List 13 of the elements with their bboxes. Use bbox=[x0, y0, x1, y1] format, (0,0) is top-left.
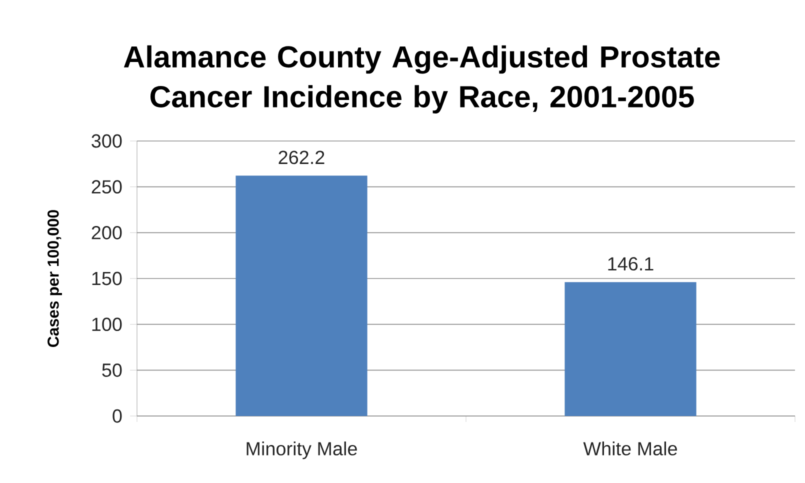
y-tick-label: 50 bbox=[102, 363, 122, 377]
y-tick-label: 100 bbox=[92, 318, 122, 332]
y-tick-label: 0 bbox=[112, 409, 122, 423]
y-tick-label: 200 bbox=[92, 226, 122, 240]
chart-title: Alamance County Age-Adjusted Prostate Cancer Incidence by Race, 2001-2005 bbox=[124, 45, 720, 114]
x-tick-label: White Male bbox=[583, 442, 677, 456]
data-label: 262.2 bbox=[278, 150, 324, 164]
y-tick-label: 300 bbox=[92, 134, 122, 148]
data-label: 146.1 bbox=[608, 257, 654, 271]
y-tick-label: 150 bbox=[92, 272, 122, 286]
y-tick-label: 250 bbox=[92, 180, 122, 194]
y-axis-title: Cases per 100,000 bbox=[48, 210, 62, 347]
x-tick-label: Minority Male bbox=[246, 442, 357, 460]
